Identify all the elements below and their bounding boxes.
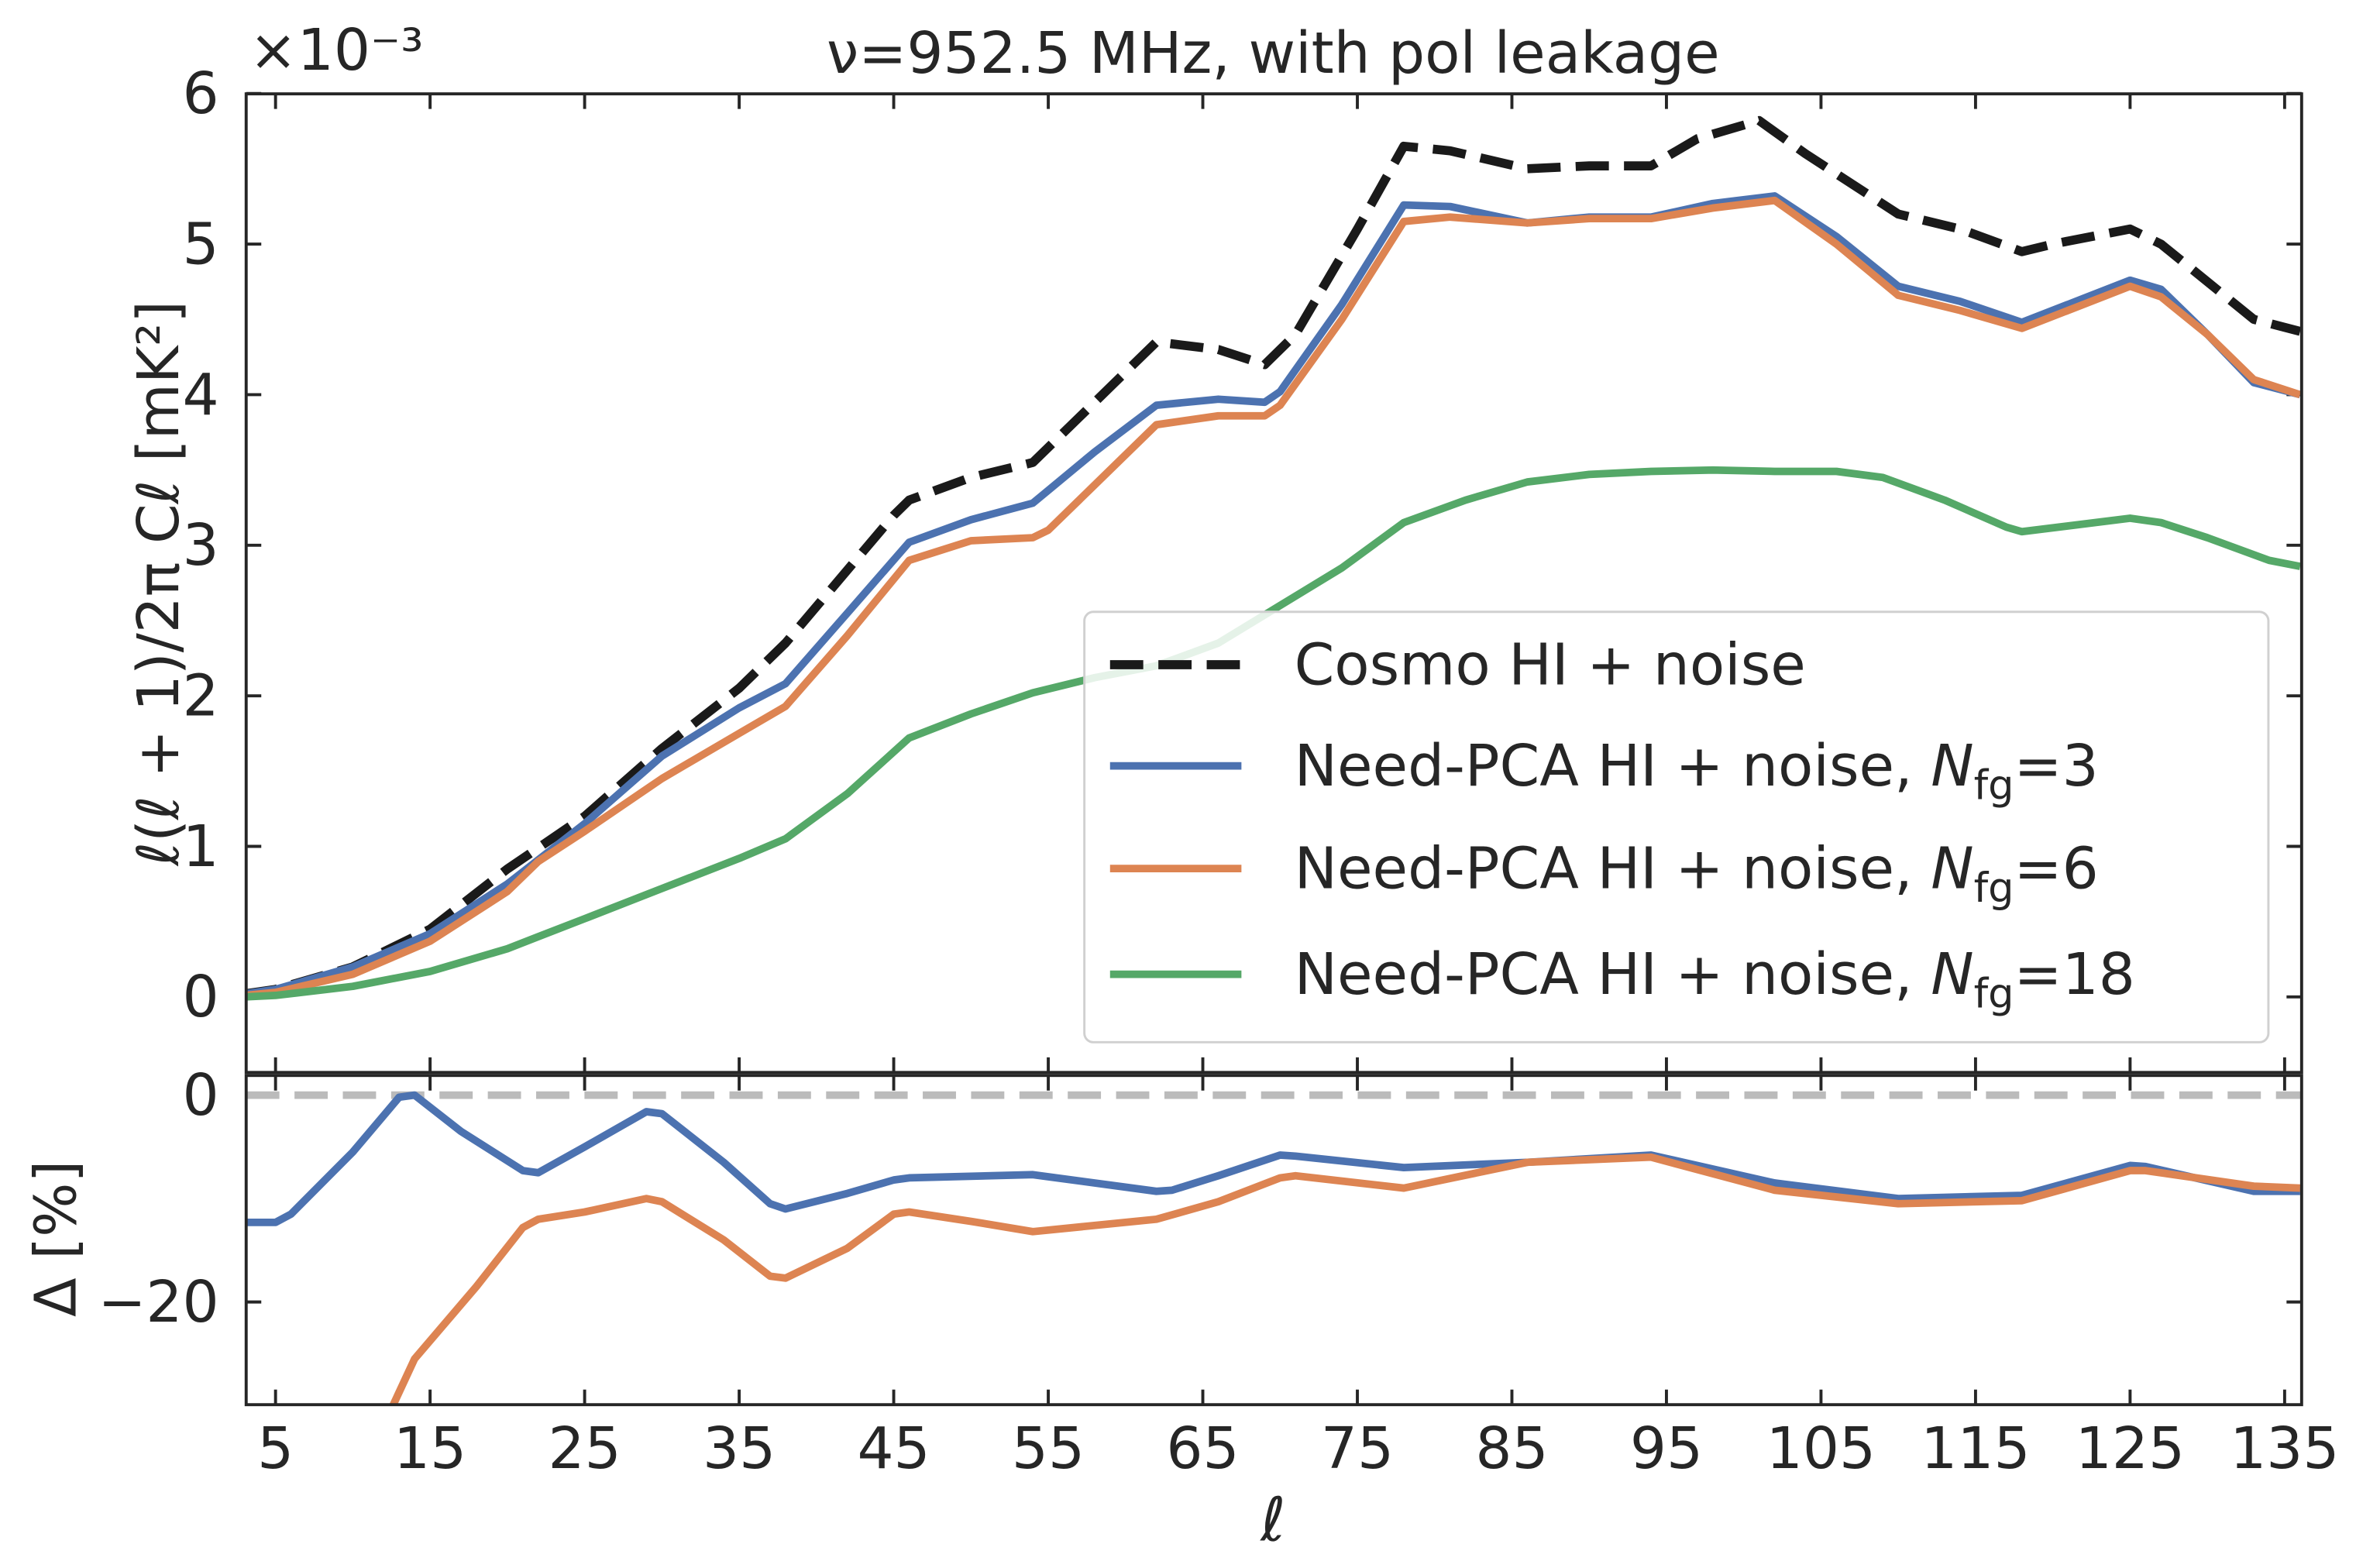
y-tick-label: 4 (183, 362, 219, 428)
legend-label-symbol: N (1931, 733, 1973, 799)
x-tick-label: 5 (257, 1415, 294, 1482)
delta-line-nfg-6 (389, 1153, 2301, 1405)
legend-label-text: Cosmo HI + noise (1295, 631, 1806, 698)
y-tick-label: 0 (183, 964, 219, 1030)
x-tick-label: 15 (394, 1415, 466, 1482)
legend-label-subscript: fg (1974, 971, 2014, 1018)
y-offset-label: ×10⁻³ (249, 17, 424, 84)
x-tick-label: 35 (703, 1415, 776, 1482)
x-tick-label: 55 (1012, 1415, 1085, 1482)
y-tick-label: 6 (183, 60, 219, 127)
legend-label-subscript: fg (1974, 762, 2014, 809)
legend-label: Need-PCA HI + noise, Nfg=18 (1295, 941, 2135, 1018)
x-tick-label: 65 (1166, 1415, 1239, 1482)
series-line-need-pca-hi-noise-nfg-6 (246, 196, 2302, 999)
x-ticks: 5 15 25 35 45 55 65 75 85 95 105 115 125 135 (257, 94, 2340, 1482)
legend-label: Need-PCA HI + noise, Nfg=6 (1295, 836, 2099, 913)
y-tick-label: 2 (183, 662, 219, 729)
y-tick-label: −20 (98, 1269, 218, 1336)
top-panel-frame (244, 92, 2303, 1075)
legend-label-text: Need-PCA HI + noise, (1295, 836, 1931, 903)
x-tick-label: 85 (1475, 1415, 1548, 1482)
x-axis-label: ℓ (1259, 1486, 1285, 1556)
bottom-panel-frame (244, 1074, 2303, 1407)
legend-label-value: =3 (2014, 733, 2099, 799)
top-panel-lines (246, 115, 2302, 1001)
y-tick-label: 0 (183, 1062, 219, 1129)
legend-label-value: =6 (2014, 836, 2099, 903)
x-tick-label: 45 (857, 1415, 930, 1482)
top-y-ticks: 0 1 2 3 4 5 6 (183, 60, 2302, 1030)
series-line-need-pca-hi-noise-nfg-3 (246, 192, 2302, 998)
bottom-panel-lines (246, 1091, 2302, 1405)
legend-label: Cosmo HI + noise (1295, 631, 1806, 698)
x-tick-label: 125 (2076, 1415, 2185, 1482)
x-tick-label: 115 (1921, 1415, 2030, 1482)
x-tick-label: 75 (1321, 1415, 1394, 1482)
bottom-y-axis-label: Δ [%] (22, 1161, 89, 1317)
top-y-axis-label: ℓ(ℓ + 1)/2π Cℓ [mK²] (126, 301, 192, 868)
x-tick-label: 25 (548, 1415, 621, 1482)
y-tick-label: 5 (183, 211, 219, 277)
x-tick-label: 95 (1630, 1415, 1703, 1482)
x-tick-label: 105 (1766, 1415, 1876, 1482)
legend-box (1083, 610, 2270, 1044)
legend-label-text: Need-PCA HI + noise, (1295, 733, 1931, 799)
x-tick-label: 135 (2230, 1415, 2339, 1482)
chart-title: ν=952.5 MHz, with pol leakage (827, 20, 1720, 87)
legend: Cosmo HI + noise Need-PCA HI + noise, Nfg… (1083, 610, 2270, 1044)
legend-label-subscript: fg (1974, 865, 2014, 912)
legend-label-symbol: N (1931, 941, 1973, 1008)
y-tick-label: 3 (183, 512, 219, 579)
series-line-need-pca-hi-noise-nfg-18 (246, 466, 2301, 1001)
legend-label: Need-PCA HI + noise, Nfg=3 (1295, 733, 2099, 810)
series-line-cosmo-hi-noise (246, 115, 2302, 999)
y-tick-label: 1 (183, 813, 219, 880)
legend-label-value: =18 (2014, 941, 2135, 1008)
legend-label-text: Need-PCA HI + noise, (1295, 941, 1931, 1008)
legend-label-symbol: N (1931, 836, 1973, 903)
delta-line-nfg-3 (246, 1091, 2300, 1226)
